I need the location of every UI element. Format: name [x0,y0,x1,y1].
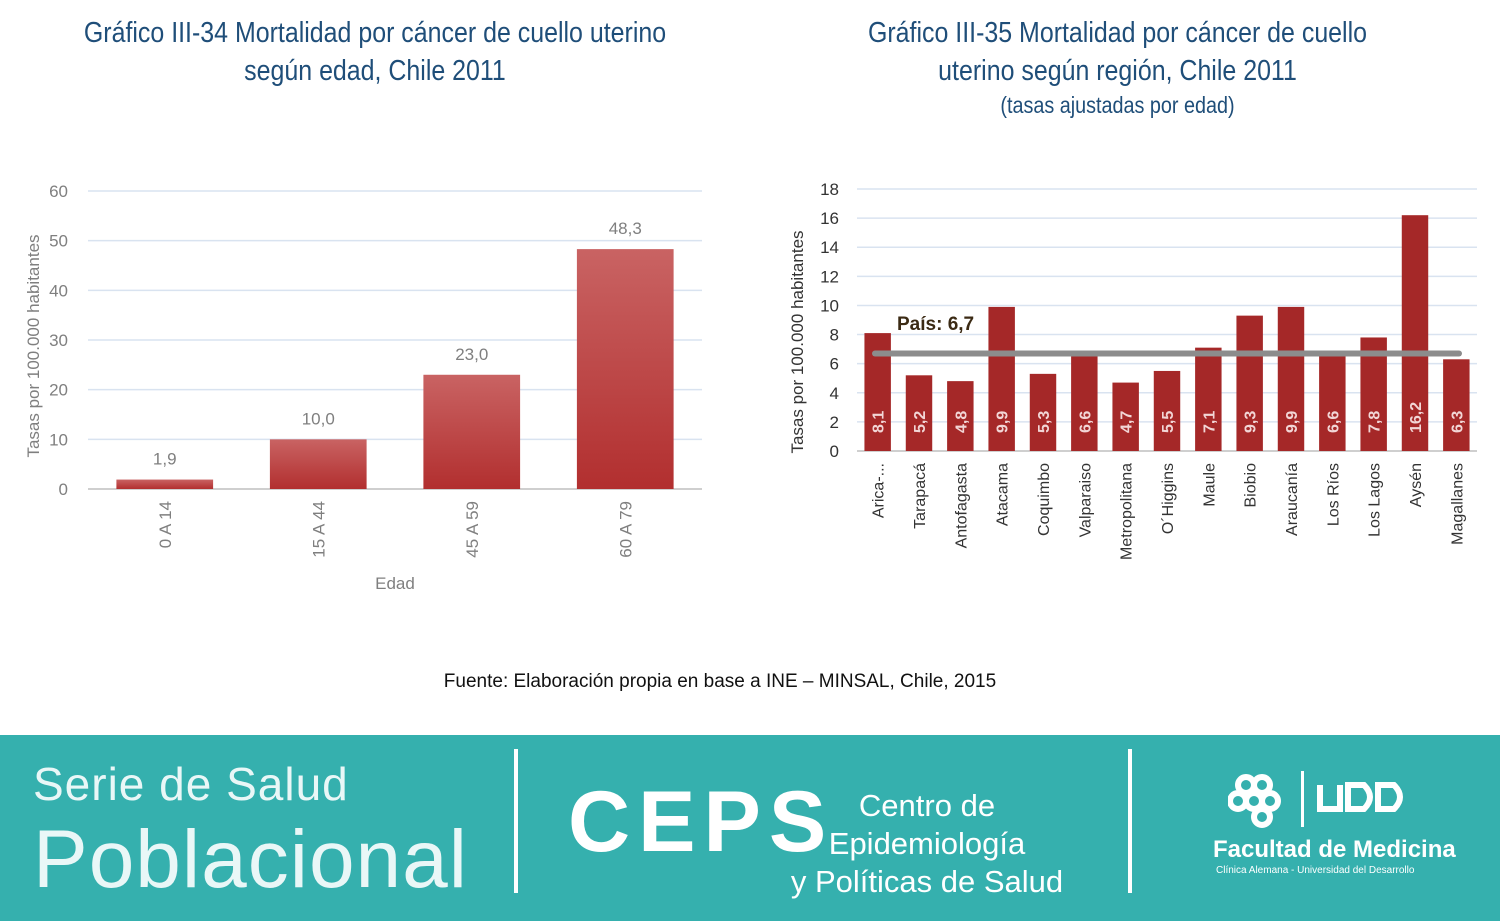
data-label: 6,3 [1449,411,1466,433]
bar [1153,370,1181,451]
data-label: 6,6 [1325,411,1342,433]
data-label: 5,2 [912,411,929,433]
x-tick-label: Tarapacá [912,463,929,529]
data-label: 48,3 [609,219,642,238]
right-title-line2: uterino según región, Chile 2011 [938,55,1297,87]
bar [1443,359,1470,451]
ceps-subtitle-line2: y Políticas de Salud [790,864,1064,899]
data-label: 5,3 [1036,411,1053,433]
serie-title-line1: Serie de Salud [33,758,349,810]
x-tick-label: Los Lagos [1367,463,1384,537]
y-tick-label: 14 [820,238,839,257]
ceps-logo-text: CEPS [568,774,835,870]
x-tick-label: Valparaiso [1077,463,1094,538]
x-tick-label: Arica-... [871,463,888,518]
data-label: 9,9 [1284,411,1301,433]
y-tick-label: 50 [49,232,68,251]
x-tick-label: Aysén [1408,463,1425,507]
y-tick-label: 18 [820,180,839,199]
faculty-sublabel: Clínica Alemana - Universidad del Desarr… [1216,865,1415,876]
x-tick-label: Los Ríos [1325,463,1342,526]
y-tick-label: 6 [830,355,839,374]
bar [1319,354,1346,451]
faculty-label: Facultad de Medicina [1213,836,1456,863]
age-chart: 0 10 20 30 40 50 60 1,9 0 A 14 10,0 15 A 44 23,0 45 … [24,182,702,593]
bar [988,306,1015,451]
data-label: 1,9 [153,450,177,469]
bar [1277,306,1305,451]
x-tick-label: Biobio [1243,463,1260,508]
x-tick-label: 15 A 44 [309,501,328,558]
right-title-line1: Gráfico III-35 Mortalidad por cáncer de … [867,17,1368,49]
data-label: 4,7 [1119,411,1136,433]
x-tick-label: Maule [1201,463,1218,507]
y-tick-label: 12 [820,267,839,286]
left-title-line1: Gráfico III-34 Mortalidad por cáncer de … [83,17,667,49]
bar [423,374,521,489]
data-label: 7,8 [1367,411,1384,433]
bar [905,375,933,451]
bar [1236,315,1263,451]
footer-banner: Serie de Salud Poblacional CEPS Centro d… [0,735,1500,921]
serie-title-line2: Poblacional [33,814,468,905]
data-label: 9,9 [995,411,1012,433]
ceps-subtitle: Centro de Epidemiología y Políticas de S… [782,787,1072,901]
y-tick-label: 40 [49,281,68,300]
bar [269,439,367,489]
data-label: 7,1 [1201,411,1218,433]
y-tick-label: 0 [59,480,68,499]
x-tick-label: Magallanes [1449,463,1466,545]
data-label: 10,0 [302,409,335,428]
x-tick-label: Antofagasta [953,463,970,549]
region-chart: 0 2 4 6 8 10 12 14 16 18 8,1 Arica-... 5,2 Tarapacá 4,… [788,180,1477,560]
bar [1401,215,1429,451]
udd-logo-icon [1228,771,1403,828]
x-tick-label: 45 A 59 [463,501,482,558]
bar [1071,354,1098,451]
y-tick-label: 30 [49,331,68,350]
y-tick-label: 16 [820,209,839,228]
bar [576,249,674,489]
right-chart-title: Gráfico III-35 Mortalidad por cáncer de … [810,14,1425,120]
y-axis-label: Tasas por 100.000 habitantes [788,230,807,453]
y-tick-label: 10 [49,430,68,449]
y-tick-label: 8 [830,326,839,345]
data-label: 9,3 [1243,411,1260,433]
left-chart-title: Gráfico III-34 Mortalidad por cáncer de … [70,14,681,90]
source-note: Fuente: Elaboración propia en base a INE… [443,671,997,692]
footer-divider [514,749,518,893]
data-label: 6,6 [1077,411,1094,433]
data-label: 8,1 [871,411,888,433]
x-tick-label: Coquimbo [1036,463,1053,536]
bar [1112,382,1139,451]
ceps-subtitle-line1: Centro de Epidemiología [828,788,1026,861]
x-tick-label: O´Higgins [1160,463,1177,534]
left-title-line2: según edad, Chile 2011 [244,55,506,87]
right-title-subtitle: (tasas ajustadas por edad) [1000,92,1235,118]
y-tick-label: 0 [830,442,839,461]
x-tick-label: Araucanía [1284,463,1301,536]
x-tick-label: Atacama [995,463,1012,526]
footer-divider [1128,749,1132,893]
bar [1029,373,1057,451]
y-axis-label: Tasas por 100.000 habitantes [24,234,43,457]
y-tick-label: 10 [820,296,839,315]
data-label: 23,0 [455,345,488,364]
reference-label: País: 6,7 [897,314,974,335]
bar [947,381,974,451]
x-axis-label: Edad [375,574,415,593]
y-tick-label: 2 [830,413,839,432]
data-label: 5,5 [1160,411,1177,433]
y-tick-label: 60 [49,182,68,201]
bar [116,479,214,489]
data-label: 16,2 [1408,402,1425,433]
bar [1195,347,1222,451]
y-tick-label: 20 [49,381,68,400]
data-label: 4,8 [953,411,970,433]
x-tick-label: 60 A 79 [616,501,635,558]
y-tick-label: 4 [830,384,839,403]
x-tick-label: 0 A 14 [156,501,175,548]
x-tick-label: Metropolitana [1119,463,1136,560]
